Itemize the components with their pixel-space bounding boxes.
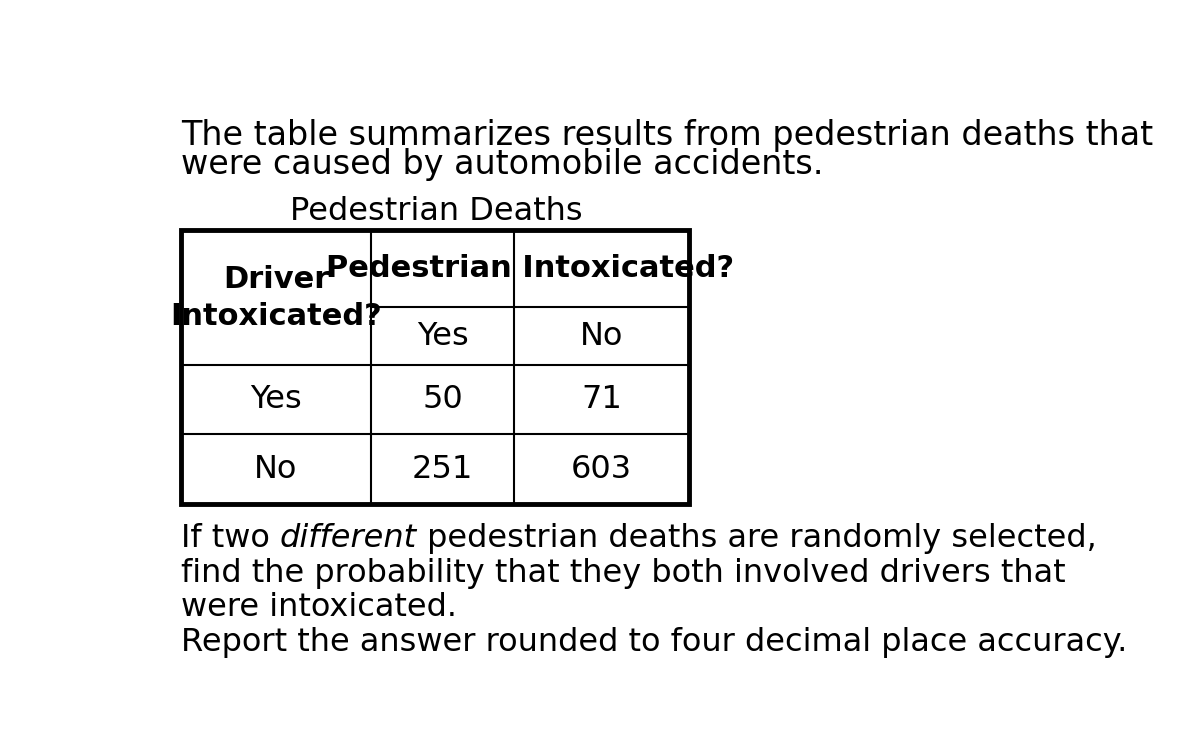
- Text: No: No: [580, 321, 623, 352]
- Text: If two: If two: [181, 523, 280, 554]
- Text: Report the answer rounded to four decimal place accuracy.: Report the answer rounded to four decima…: [181, 627, 1127, 658]
- Text: pedestrian deaths are randomly selected,: pedestrian deaths are randomly selected,: [418, 523, 1097, 554]
- Text: No: No: [254, 454, 298, 485]
- Text: Pedestrian Deaths: Pedestrian Deaths: [290, 196, 583, 227]
- Text: were intoxicated.: were intoxicated.: [181, 592, 457, 623]
- Text: 50: 50: [422, 384, 463, 415]
- Bar: [181, 231, 689, 504]
- Text: Yes: Yes: [416, 321, 468, 352]
- Text: 71: 71: [581, 384, 622, 415]
- Text: 251: 251: [412, 454, 473, 485]
- Text: were caused by automobile accidents.: were caused by automobile accidents.: [181, 148, 823, 181]
- Text: Yes: Yes: [250, 384, 302, 415]
- Text: different: different: [280, 523, 418, 554]
- Text: Driver
Intoxicated?: Driver Intoxicated?: [170, 265, 382, 331]
- Text: find the probability that they both involved drivers that: find the probability that they both invo…: [181, 558, 1066, 588]
- Text: 603: 603: [571, 454, 632, 485]
- Text: Pedestrian Intoxicated?: Pedestrian Intoxicated?: [325, 254, 734, 283]
- Text: The table summarizes results from pedestrian deaths that: The table summarizes results from pedest…: [181, 119, 1153, 151]
